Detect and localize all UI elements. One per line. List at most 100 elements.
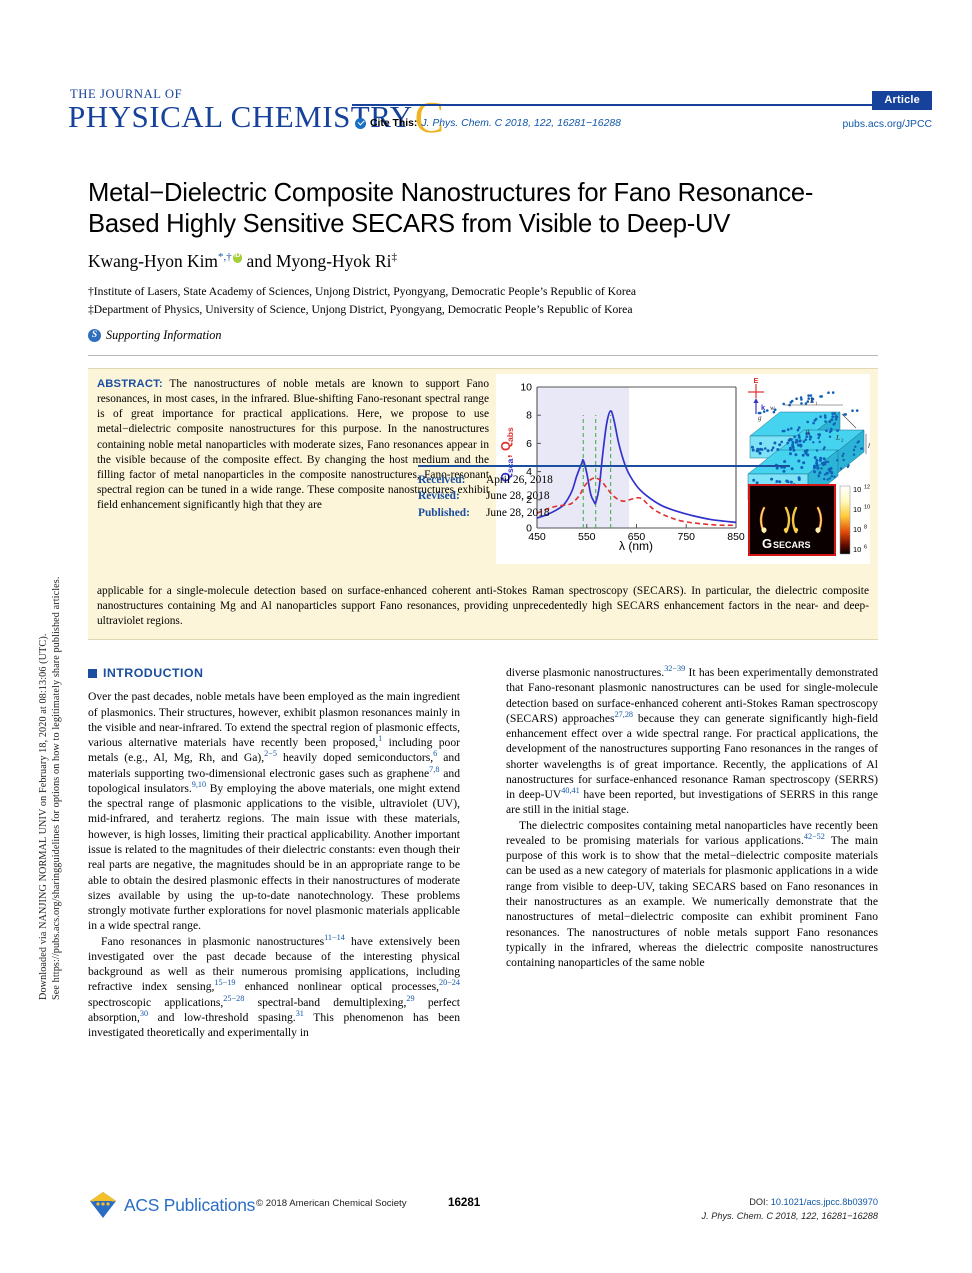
- polarization-axes: E k: [748, 376, 766, 414]
- svg-text:12: 12: [864, 485, 870, 491]
- svg-text:1: 1: [815, 402, 818, 407]
- svg-text:abs: abs: [505, 427, 515, 442]
- journal-masthead: THE JOURNAL OF PHYSICAL CHEMISTRYC Artic…: [0, 0, 972, 160]
- journal-logo-letter-c: C: [414, 92, 445, 142]
- abstract-body: ABSTRACT: The nanostructures of noble me…: [97, 377, 489, 513]
- date-received-value: April 26, 2018: [486, 474, 553, 486]
- svg-text:550: 550: [578, 531, 596, 543]
- date-published-label: Published:: [418, 506, 470, 519]
- svg-text:8: 8: [526, 410, 532, 422]
- svg-text:k: k: [761, 403, 766, 412]
- svg-text:10: 10: [853, 505, 861, 514]
- abstract-text: The nanostructures of noble metals are k…: [97, 378, 489, 512]
- svg-text:10: 10: [520, 381, 532, 393]
- y-axis-ticks: 0 2 4 6 8 10: [520, 381, 541, 534]
- article-type-badge: Article: [872, 91, 932, 110]
- svg-text:E: E: [753, 376, 758, 385]
- svg-text:10: 10: [853, 485, 861, 494]
- citation-ref[interactable]: 30: [139, 1009, 149, 1019]
- section-heading-introduction: INTRODUCTION: [88, 665, 460, 681]
- citation-ref[interactable]: 1: [378, 734, 383, 744]
- orcid-icon[interactable]: [232, 252, 243, 263]
- citation-ref[interactable]: 9,10: [191, 780, 207, 790]
- svg-text:10: 10: [864, 505, 870, 511]
- section-title: INTRODUCTION: [103, 666, 204, 680]
- citation-ref[interactable]: 15−19: [214, 978, 236, 988]
- author-2-marks: ‡: [391, 251, 397, 264]
- citation-ref[interactable]: 6: [433, 749, 438, 759]
- citation-ref[interactable]: 11−14: [324, 932, 345, 942]
- affiliation-2: ‡Department of Physics, University of Sc…: [88, 303, 633, 317]
- publisher-url-link[interactable]: pubs.acs.org/JPCC: [842, 119, 932, 130]
- author-join: and: [242, 250, 276, 271]
- citation-ref[interactable]: 29: [406, 993, 415, 1003]
- svg-text:6: 6: [864, 545, 867, 551]
- citation-ref[interactable]: 25−28: [223, 993, 245, 1003]
- citation-ref[interactable]: 27,28: [614, 709, 633, 719]
- citation-ref[interactable]: 20−24: [439, 978, 460, 988]
- svg-text:10: 10: [853, 545, 861, 554]
- date-received: Received: April 26, 2018: [418, 472, 790, 488]
- doi-block: DOI: 10.1021/acs.jpcc.8b03970 J. Phys. C…: [702, 1196, 878, 1224]
- acs-publications-logo[interactable]: ACS Publications: [88, 1190, 255, 1220]
- svg-text:Q: Q: [499, 441, 513, 451]
- citation-ref[interactable]: 32−39: [664, 664, 686, 674]
- citation-ref[interactable]: 40,41: [561, 786, 580, 796]
- sharing-guidelines-text: See https://pubs.acs.org/sharingguidelin…: [51, 576, 62, 1001]
- citation-ref[interactable]: 31: [295, 1009, 304, 1019]
- svg-text:450: 450: [528, 531, 546, 543]
- page-number: 16281: [448, 1196, 481, 1209]
- page-footer: ACS Publications © 2018 American Chemica…: [88, 1190, 878, 1240]
- acs-diamond-icon: [88, 1190, 118, 1220]
- date-revised: Revised: June 28, 2018: [418, 488, 790, 504]
- journal-logo-line-1: THE JOURNAL OF: [70, 87, 183, 101]
- author-name-2[interactable]: Myong-Hyok Ri: [276, 250, 392, 271]
- citation-ref[interactable]: 7,8: [429, 764, 440, 774]
- label-h: h: [868, 441, 870, 450]
- doi-value[interactable]: 10.1021/acs.jpcc.8b03970: [770, 1197, 878, 1207]
- page-title: Metal−Dielectric Composite Nanostructure…: [88, 179, 814, 238]
- date-received-label: Received:: [418, 474, 466, 486]
- paragraph: diverse plasmonic nanostructures.32−39 I…: [506, 664, 878, 817]
- masthead-rule: [352, 104, 874, 106]
- citation-ref[interactable]: 42−52: [803, 832, 825, 842]
- supporting-info-label: Supporting Information: [106, 327, 222, 342]
- affiliation-1: †Institute of Lasers, State Academy of S…: [88, 284, 636, 298]
- date-revised-value: June 28, 2018: [486, 490, 550, 503]
- label-L1: L: [809, 396, 814, 405]
- svg-text:10: 10: [853, 525, 861, 534]
- x-axis-ticks: 450 550 650 750 850: [528, 524, 745, 543]
- paragraph: The dielectric composites containing met…: [506, 818, 878, 970]
- section-bullet-icon: [88, 668, 97, 678]
- supporting-info-icon: S: [88, 328, 101, 342]
- publication-dates: Received: April 26, 2018 Revised: June 2…: [418, 472, 790, 521]
- cite-this-row[interactable]: Cite This: J. Phys. Chem. C 2018, 122, 1…: [355, 118, 621, 129]
- citation-ref[interactable]: 2−5: [264, 749, 277, 759]
- label-g1: g: [758, 414, 762, 422]
- body-column-left: INTRODUCTION Over the past decades, nobl…: [88, 665, 460, 1040]
- doi-label: DOI:: [749, 1197, 769, 1207]
- label-L2: L: [835, 433, 840, 442]
- fieldmap-label-G: G: [762, 536, 772, 551]
- svg-text:8: 8: [864, 525, 867, 531]
- svg-text:0: 0: [526, 522, 532, 534]
- footer-citation: J. Phys. Chem. C 2018, 122, 16281−16288: [701, 1210, 878, 1221]
- journal-logo[interactable]: THE JOURNAL OF PHYSICAL CHEMISTRYC: [68, 87, 444, 139]
- cite-this-value[interactable]: J. Phys. Chem. C 2018, 122, 16281−16288: [421, 118, 621, 129]
- svg-text:,: ,: [499, 455, 513, 458]
- date-revised-label: Revised:: [418, 490, 460, 503]
- svg-text:750: 750: [677, 531, 695, 543]
- journal-logo-line-2: PHYSICAL CHEMISTRYC: [68, 95, 444, 139]
- cite-this-label: Cite This:: [370, 118, 418, 129]
- svg-text:2: 2: [841, 439, 844, 444]
- author-name-1[interactable]: Kwang-Hyon Kim: [88, 250, 218, 271]
- date-published-value: June 28, 2018: [486, 506, 550, 519]
- svg-text:850: 850: [727, 531, 745, 543]
- title-block: Metal−Dielectric Composite Nanostructure…: [88, 178, 878, 343]
- supporting-information-link[interactable]: S Supporting Information: [88, 328, 878, 343]
